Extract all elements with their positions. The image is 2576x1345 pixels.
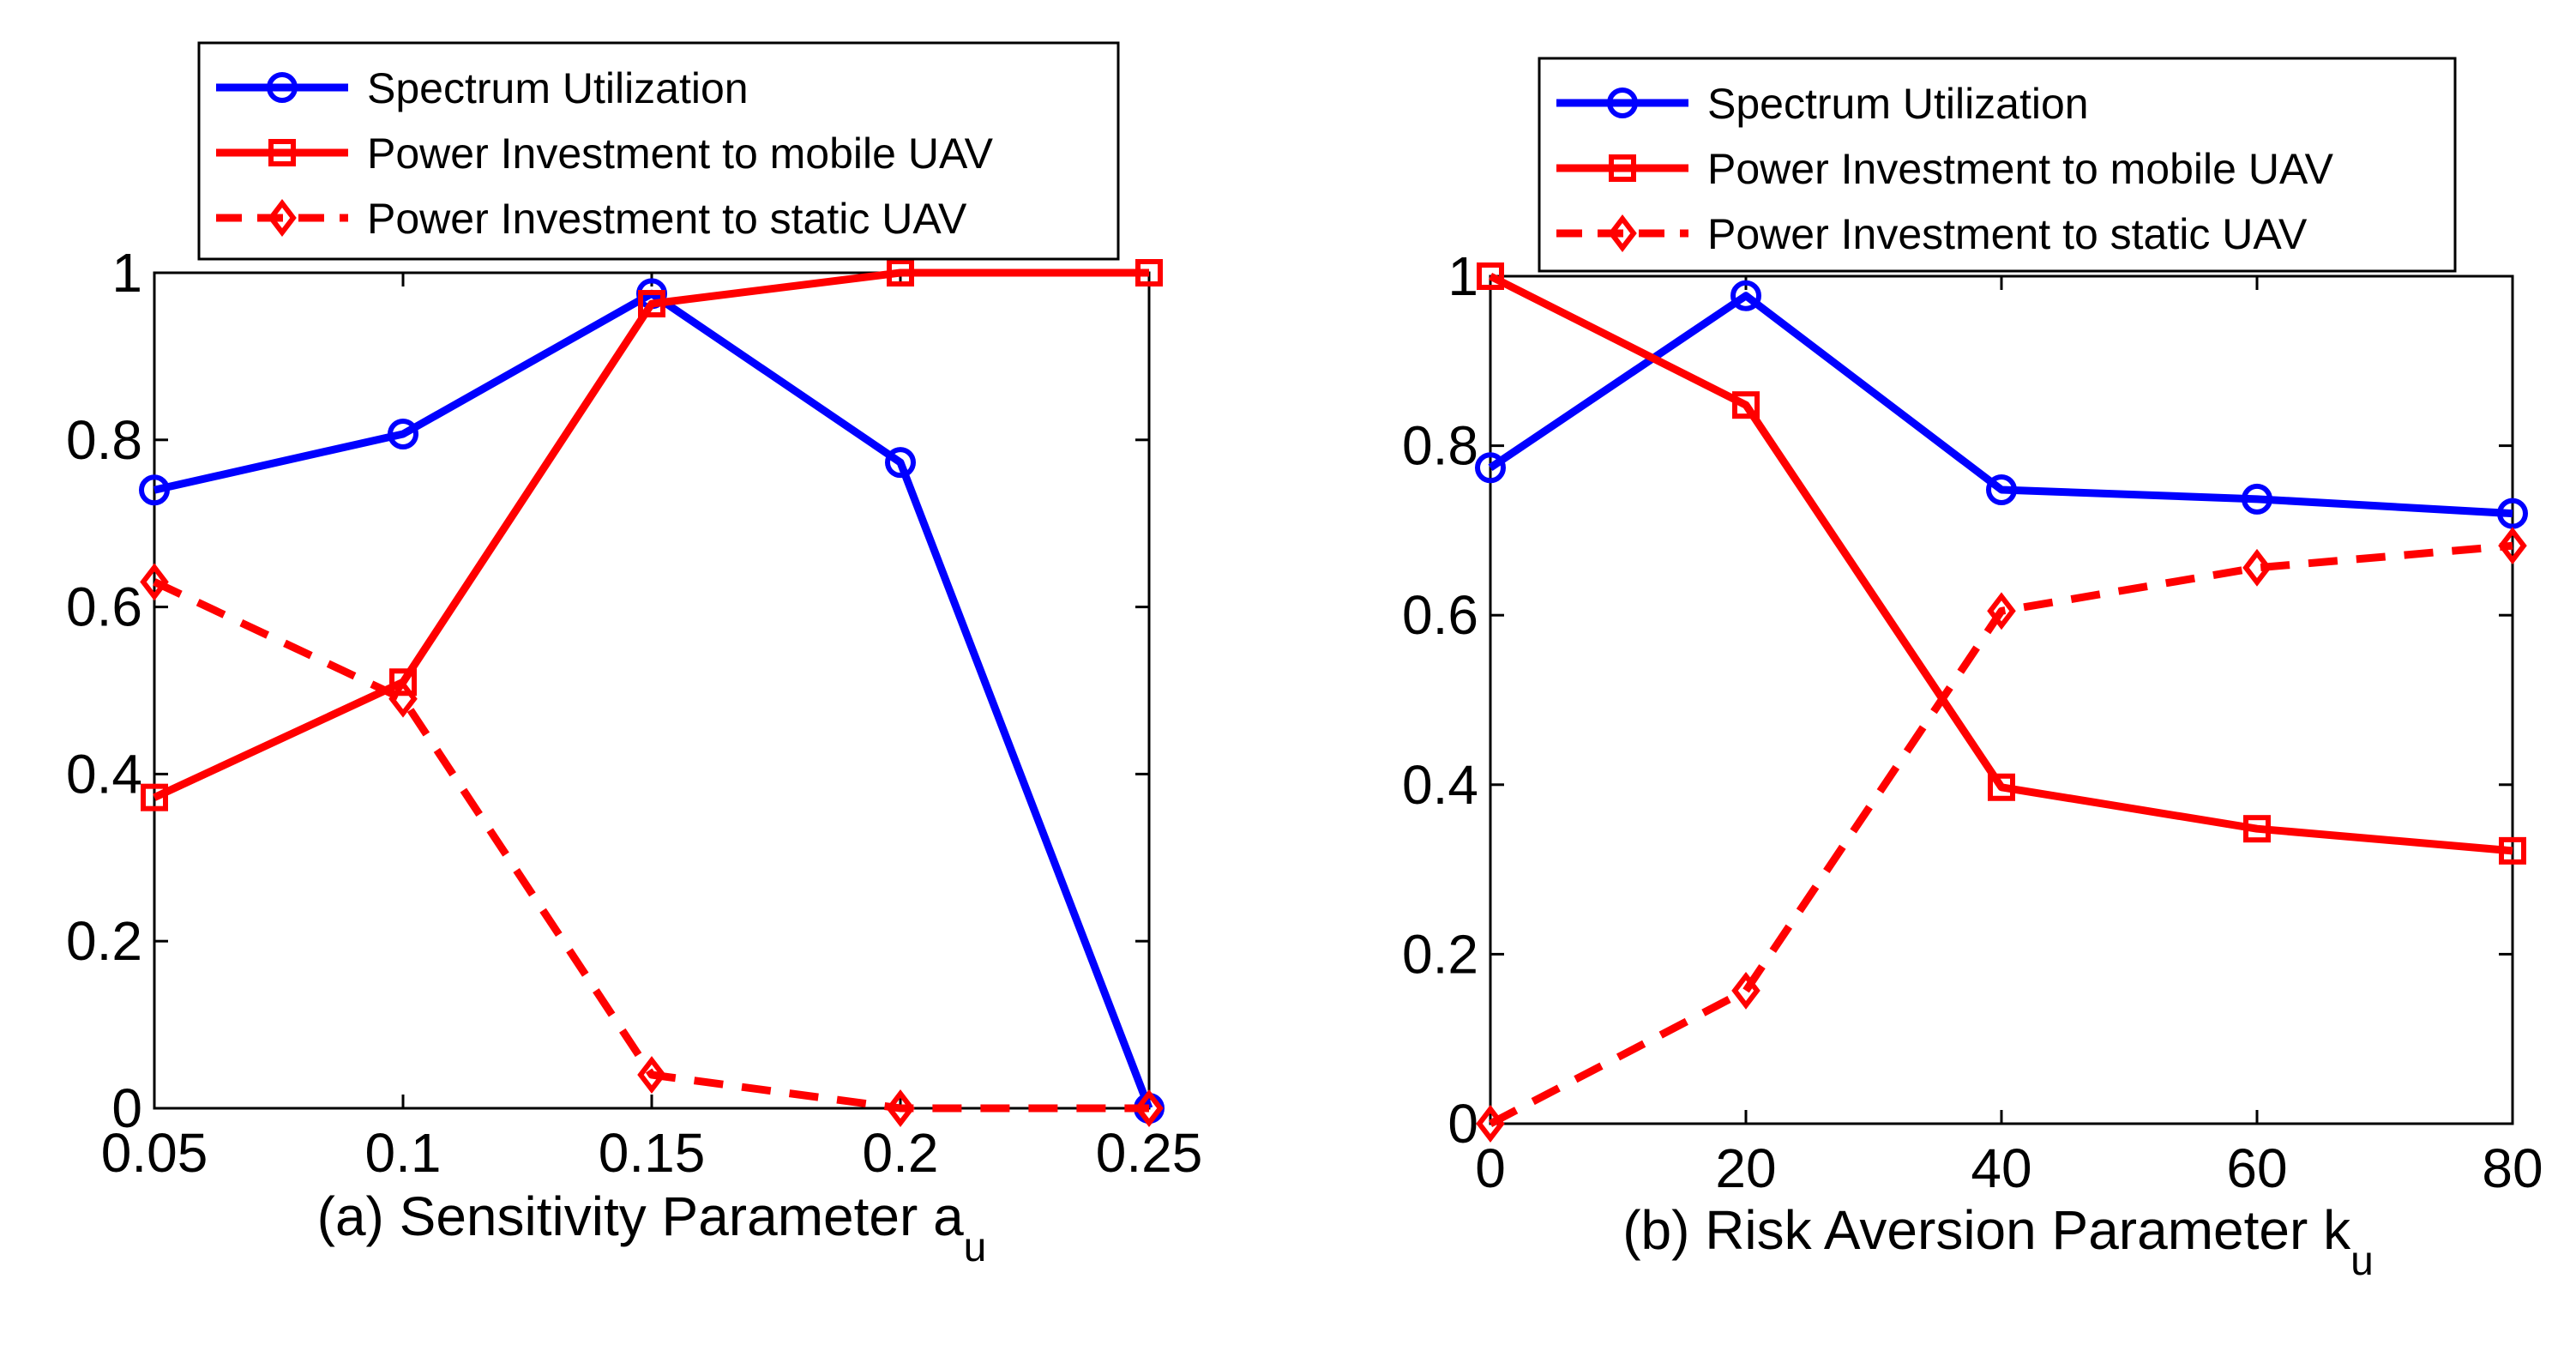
y-tick-label: 1 bbox=[111, 242, 142, 304]
legend-label: Power Investment to static UAV bbox=[1707, 210, 2308, 258]
series-spectrum-utilization bbox=[1475, 280, 2528, 529]
y-tick-label: 0.2 bbox=[1402, 923, 1478, 985]
legend-label: Spectrum Utilization bbox=[367, 64, 749, 112]
data-point bbox=[638, 290, 665, 318]
series-line-spectrum-utilization bbox=[153, 289, 1153, 1110]
data-point bbox=[885, 447, 916, 479]
data-point bbox=[1135, 1089, 1164, 1127]
y-tick-label: 0 bbox=[1447, 1093, 1478, 1155]
y-tick-label: 0.4 bbox=[66, 743, 142, 805]
x-axis-label: (b) Risk Aversion Parameter ku bbox=[1622, 1199, 2374, 1284]
data-point bbox=[1135, 259, 1163, 286]
legend-marker bbox=[268, 139, 296, 166]
y-tick-label: 0.6 bbox=[66, 576, 142, 638]
data-point bbox=[1732, 391, 1760, 419]
series-power-investment-to-mobile-uav bbox=[1477, 262, 2526, 865]
x-tick-label: 80 bbox=[2482, 1137, 2543, 1199]
data-point bbox=[1477, 262, 1504, 290]
legend-marker bbox=[1607, 87, 1638, 118]
x-tick-label: 20 bbox=[1715, 1137, 1776, 1199]
data-point bbox=[887, 259, 914, 286]
chart-a: 0 0.2 0.4 0.6 0.8 1 0.05 0.1 0.15 0.2 0.25 Spectrum… bbox=[66, 41, 1203, 1270]
y-tick-label: 0.6 bbox=[1402, 584, 1478, 646]
series-power-investment-to-static-uav bbox=[140, 563, 1164, 1127]
data-point bbox=[1476, 1105, 1505, 1143]
data-point bbox=[139, 474, 170, 506]
series-line-power-investment-to-mobile-uav bbox=[1488, 272, 2513, 855]
x-tick-label: 0.2 bbox=[863, 1122, 939, 1184]
legend: Spectrum Utilization Power Investment to … bbox=[197, 41, 1120, 261]
data-point bbox=[2242, 548, 2272, 587]
data-point bbox=[1730, 280, 1761, 311]
data-point bbox=[637, 1056, 666, 1094]
series-spectrum-utilization bbox=[139, 278, 1165, 1124]
data-point bbox=[141, 783, 168, 811]
legend-marker bbox=[268, 199, 297, 237]
legend-marker bbox=[1608, 214, 1637, 252]
legend-box bbox=[1538, 57, 2457, 273]
y-tick-label: 1 bbox=[1447, 245, 1478, 307]
legend-label: Power Investment to static UAV bbox=[367, 195, 967, 243]
data-point bbox=[2242, 483, 2272, 515]
series-power-investment-to-static-uav bbox=[1476, 527, 2527, 1143]
data-point bbox=[1731, 971, 1760, 1010]
plot-area bbox=[153, 271, 1151, 1110]
plot-area bbox=[1489, 274, 2514, 1125]
series-line-power-investment-to-static-uav bbox=[1488, 541, 2513, 1127]
y-tick-label: 0.8 bbox=[66, 409, 142, 471]
legend-marker bbox=[267, 72, 298, 103]
data-point bbox=[2498, 527, 2527, 565]
data-point bbox=[886, 1089, 915, 1127]
legend-label: Power Investment to mobile UAV bbox=[1707, 145, 2334, 193]
legend-label: Spectrum Utilization bbox=[1707, 80, 2089, 128]
y-tick-label: 0.2 bbox=[66, 910, 142, 972]
legend: Spectrum Utilization Power Investment to … bbox=[1538, 57, 2457, 273]
series-line-power-investment-to-static-uav bbox=[153, 578, 1149, 1113]
data-point bbox=[140, 563, 169, 601]
x-tick-label: 40 bbox=[1971, 1137, 2031, 1199]
y-tick-label: 0.8 bbox=[1402, 415, 1478, 477]
legend-label: Power Investment to mobile UAV bbox=[367, 130, 994, 178]
series-line-power-investment-to-mobile-uav bbox=[153, 268, 1149, 801]
data-point bbox=[2499, 836, 2526, 865]
x-tick-label: 0 bbox=[1475, 1137, 1506, 1199]
x-tick-label: 0.25 bbox=[1096, 1122, 1203, 1184]
data-point bbox=[389, 668, 417, 697]
x-tick-label: 0.15 bbox=[599, 1122, 706, 1184]
data-point bbox=[388, 679, 418, 718]
chart-b: 0 0.2 0.4 0.6 0.8 1 0 20 40 60 80 Spectrum Utilizat… bbox=[1402, 57, 2543, 1284]
data-point bbox=[1986, 473, 2017, 505]
data-point bbox=[2243, 815, 2271, 843]
x-axis-label: (a) Sensitivity Parameter au bbox=[317, 1185, 987, 1270]
data-point bbox=[1988, 773, 2015, 801]
series-line-spectrum-utilization bbox=[1488, 292, 2513, 518]
legend-box bbox=[197, 41, 1120, 261]
y-tick-label: 0.4 bbox=[1402, 754, 1478, 816]
x-tick-label: 60 bbox=[2226, 1137, 2287, 1199]
series-power-investment-to-mobile-uav bbox=[141, 259, 1163, 811]
data-point bbox=[2497, 498, 2528, 529]
x-tick-label: 0.1 bbox=[365, 1122, 442, 1184]
x-tick-label: 0.05 bbox=[101, 1122, 208, 1184]
data-point bbox=[388, 418, 418, 449]
legend-marker bbox=[1609, 154, 1636, 182]
data-point bbox=[1987, 592, 2016, 630]
data-point bbox=[1475, 452, 1506, 484]
y-tick-label: 0 bbox=[111, 1077, 142, 1139]
